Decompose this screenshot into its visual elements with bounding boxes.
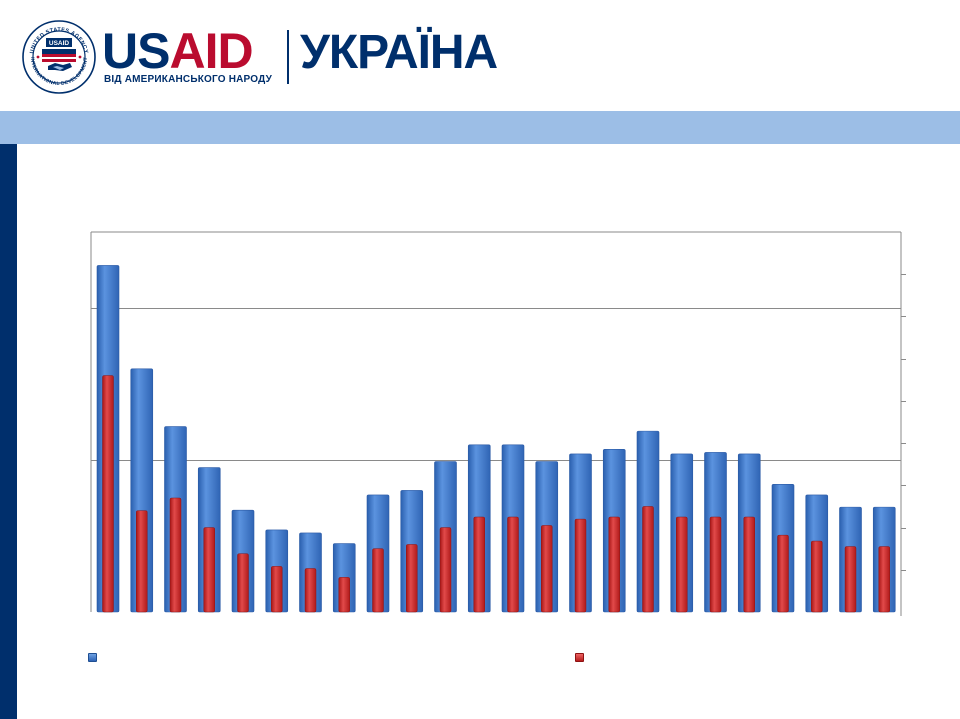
legend-key-series-2 (575, 653, 584, 662)
bar-series-2-20 (743, 516, 755, 613)
chart-gridlines (91, 231, 901, 461)
legend-key-series-1 (88, 653, 97, 662)
bar-series-2-15 (574, 518, 587, 613)
header-bar: UNITED STATES AGENCY INTERNATIONAL DEVEL… (0, 0, 960, 110)
bar-series-2-18 (676, 516, 688, 613)
bar-series-2-10 (406, 544, 418, 613)
bar-series-2-13 (507, 516, 519, 613)
bar-series-2-7 (304, 568, 317, 613)
bar-series-2-6 (271, 566, 283, 613)
bar-series-2-11 (439, 527, 452, 613)
brand-tagline: ВІД АМЕРИКАНСЬКОГО НАРОДУ (104, 74, 273, 85)
bar-series-2-9 (372, 548, 384, 613)
chart-axes (90, 232, 906, 616)
bar-series-2-2 (136, 510, 148, 613)
bar-series-2-16 (608, 516, 620, 613)
bar-series-2-4 (203, 527, 215, 613)
bar-series-2-17 (642, 506, 654, 613)
bar-series-2-23 (844, 546, 857, 613)
usaid-seal-logo: UNITED STATES AGENCY INTERNATIONAL DEVEL… (22, 20, 96, 94)
bar-series-2-21 (777, 534, 789, 613)
usaid-wordmark: USAID (102, 23, 254, 79)
bar-series-2-3 (169, 497, 182, 613)
header-band (0, 111, 960, 144)
bar-series-2-24 (878, 546, 890, 613)
left-accent-bar (0, 144, 17, 719)
brand-divider (287, 30, 289, 84)
bar-series-2-19 (709, 516, 722, 613)
bar-series-2-8 (338, 577, 350, 613)
bar-series-2-22 (811, 540, 823, 613)
bar-series-2-5 (237, 553, 249, 613)
bar-series-2-14 (541, 525, 553, 613)
chart-bars (96, 265, 896, 613)
brand-country: УКРАЇНА (300, 26, 498, 79)
bar-series-2-12 (473, 516, 485, 613)
bar-series-2-1 (102, 375, 114, 613)
svg-text:USAID: USAID (49, 40, 70, 47)
